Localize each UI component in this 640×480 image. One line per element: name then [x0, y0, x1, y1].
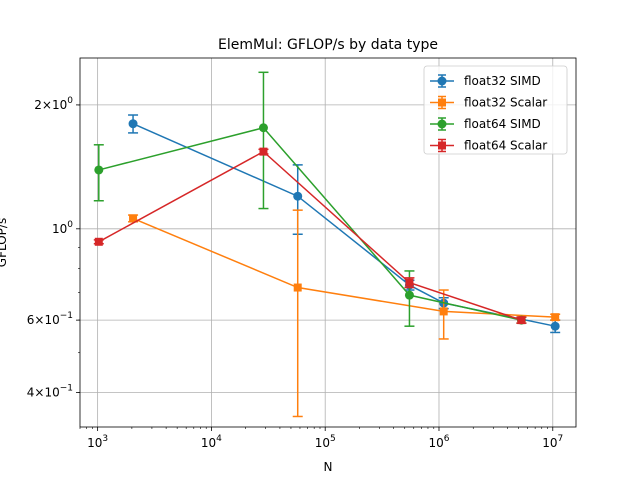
legend-box — [423, 65, 568, 155]
series-line — [98, 126, 522, 321]
series-1 — [128, 209, 561, 418]
chart-title: ElemMul: GFLOP/s by data type — [218, 37, 438, 53]
data-point — [258, 123, 268, 133]
legend: float32 SIMD float32 Scalar float64 SIMD fl… — [423, 65, 568, 155]
y-tick-label: 6×10−1 — [27, 311, 73, 327]
y-tick-label: 4×10−1 — [27, 384, 73, 400]
legend-marker — [438, 141, 446, 150]
legend-label: float32 SIMD — [464, 74, 541, 88]
y-axis-label: GFLOP/s — [0, 218, 9, 267]
legend-marker — [437, 76, 447, 86]
data-point — [404, 290, 414, 300]
series-line — [98, 150, 522, 321]
x-tick-label: 103 — [87, 434, 108, 450]
data-point — [128, 119, 138, 129]
x-tick-label: 104 — [201, 434, 222, 450]
legend-label: float64 Scalar — [464, 139, 547, 153]
legend-label: float64 SIMD — [464, 117, 541, 131]
series-layer — [93, 71, 561, 418]
x-tick-label: 105 — [315, 434, 336, 450]
data-point — [550, 321, 560, 331]
data-point — [259, 147, 268, 156]
data-point — [405, 278, 414, 287]
plot-frame — [79, 57, 577, 428]
data-point — [293, 283, 302, 292]
data-point — [94, 237, 103, 246]
series-line — [132, 217, 556, 318]
data-point — [293, 191, 303, 201]
x-tick-label: 107 — [542, 434, 563, 450]
legend-label: float32 Scalar — [464, 96, 547, 110]
x-tick-label: 106 — [428, 434, 449, 450]
data-point — [551, 313, 560, 322]
data-point — [439, 307, 448, 316]
data-point — [517, 316, 526, 325]
data-point — [129, 214, 138, 223]
legend-marker — [437, 119, 447, 129]
y-tick-label: 2×100 — [34, 96, 73, 112]
series-3 — [93, 147, 527, 325]
legend-marker — [438, 98, 446, 107]
x-axis-label: N — [324, 460, 333, 474]
data-point — [94, 165, 104, 175]
y-tick-label: 100 — [52, 220, 73, 236]
axes: 103 104 105 106 107 2×100 100 6×10−1 4×10−1 — [27, 96, 564, 450]
